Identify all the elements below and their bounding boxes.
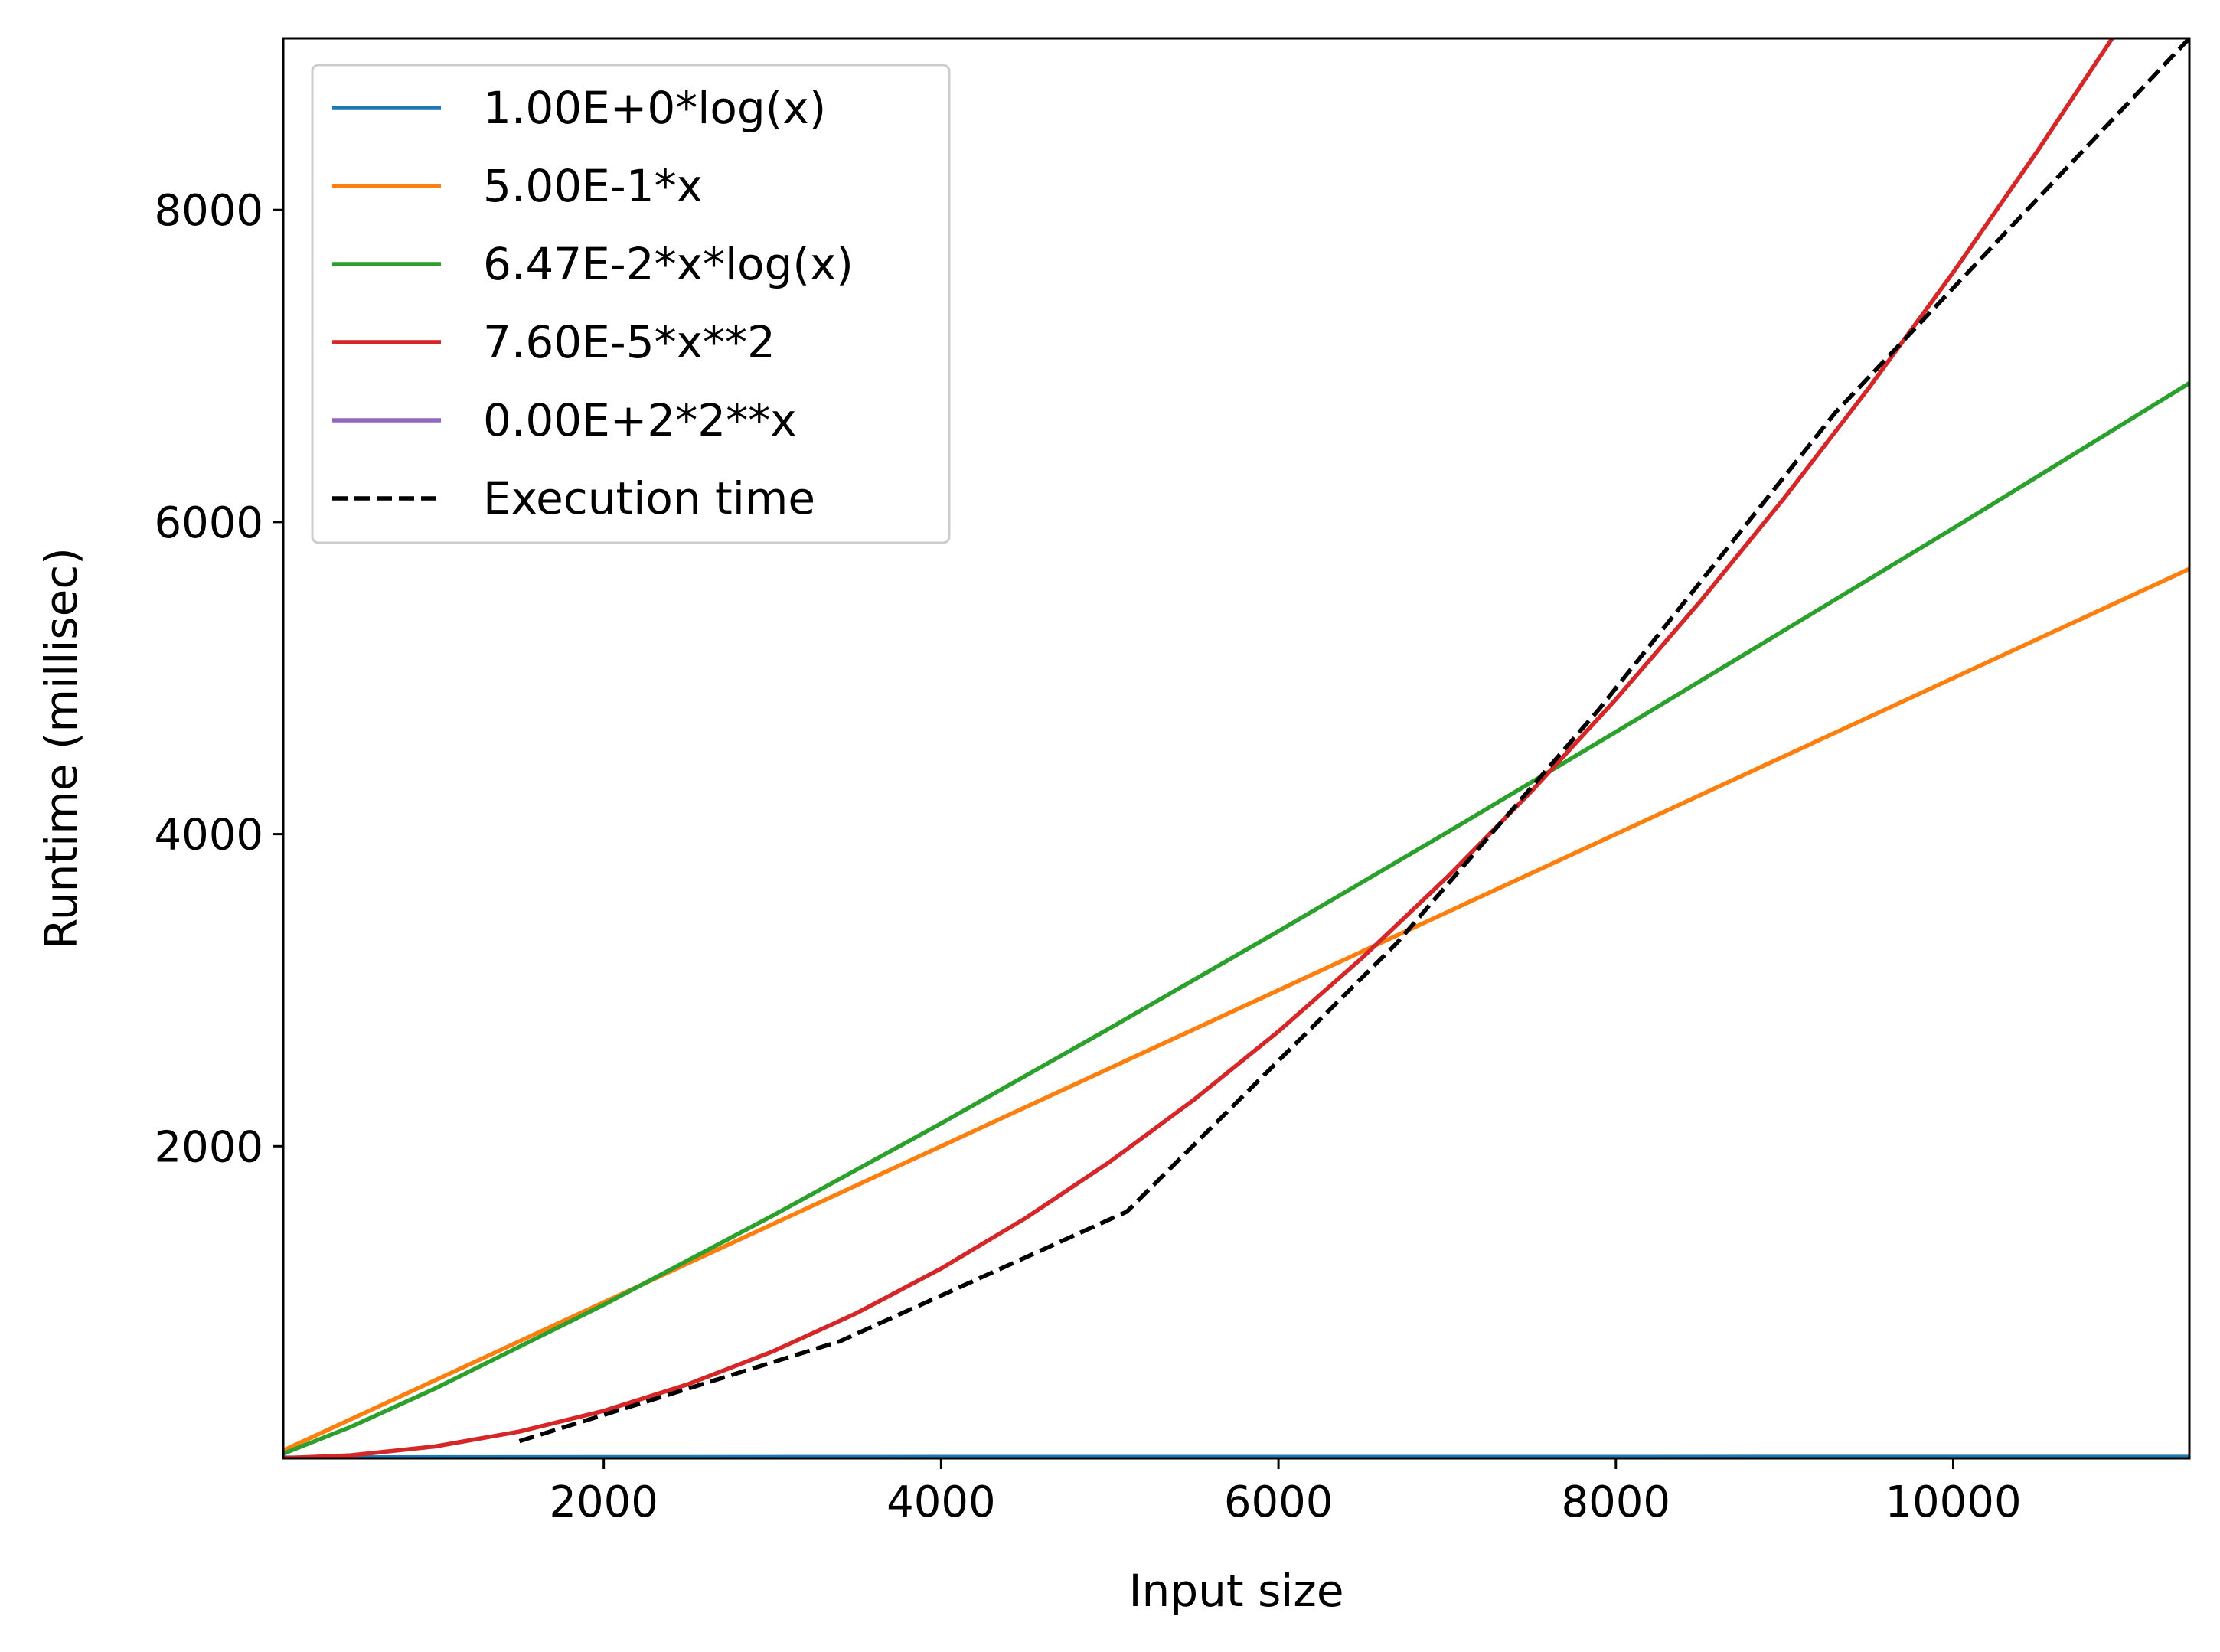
y-tick-label: 6000 bbox=[154, 498, 263, 548]
legend-box bbox=[311, 64, 951, 544]
y-axis-label: Runtime (millisec) bbox=[35, 547, 87, 949]
x-tick-label: 6000 bbox=[1224, 1477, 1334, 1527]
y-tick-label: 4000 bbox=[154, 811, 263, 860]
legend-label-execution-time: Execution time bbox=[483, 472, 815, 524]
axes-frame bbox=[282, 37, 2191, 1460]
legend-label-7-60e-5-x-2: 7.60E-5*x**2 bbox=[483, 316, 775, 368]
legend-label-0-00e-2-2-x: 0.00E+2*2**x bbox=[483, 394, 797, 446]
x-tick-label: 8000 bbox=[1562, 1477, 1671, 1527]
x-tick-label: 4000 bbox=[886, 1477, 996, 1527]
series-line-7-60e-5-x-2 bbox=[283, 38, 2115, 1458]
legend-label-6-47e-2-x-log-x: 6.47E-2*x*log(x) bbox=[483, 238, 854, 290]
x-tick-label: 10000 bbox=[1885, 1477, 2021, 1527]
series-line-5-00e-1-x bbox=[283, 566, 2189, 1453]
x-axis-label: Input size bbox=[1128, 1565, 1343, 1617]
legend: 1.00E+0*log(x) 5.00E-1*x 6.47E-2*x*log(x) 7… bbox=[311, 64, 951, 544]
series-line-execution-time bbox=[518, 38, 2189, 1444]
legend-label-1-00e-0-log-x: 1.00E+0*log(x) bbox=[483, 82, 826, 134]
x-tick-label: 2000 bbox=[549, 1477, 658, 1527]
series-line-6-47e-2-x-log-x bbox=[283, 381, 2189, 1456]
ticks-layer: 2000 4000 6000 8000 10000 2000 4000 6000 8000 bbox=[154, 186, 2021, 1527]
y-tick-label: 2000 bbox=[154, 1122, 263, 1172]
legend-label-5-00e-1-x: 5.00E-1*x bbox=[483, 160, 703, 212]
y-tick-label: 8000 bbox=[154, 186, 263, 236]
series-layer bbox=[283, 38, 2189, 1458]
